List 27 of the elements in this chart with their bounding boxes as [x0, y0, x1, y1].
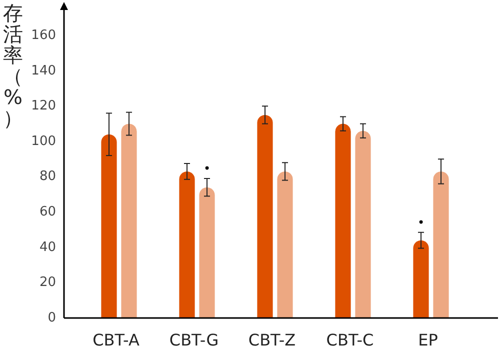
y-tick-label: 40 [39, 240, 56, 255]
bar [179, 171, 195, 318]
bar [101, 134, 117, 318]
y-tick-label: 160 [31, 28, 56, 43]
x-tick-label: EP [418, 330, 438, 349]
annotation: • [203, 162, 211, 176]
bar [335, 124, 351, 318]
y-tick-label: 20 [39, 275, 56, 290]
bar [199, 187, 215, 318]
y-axis-title: 存活率（%） [3, 1, 23, 130]
bar [277, 171, 293, 318]
y-tick-label: 140 [31, 63, 56, 78]
bar [257, 114, 273, 318]
y-tick-label: 100 [31, 134, 56, 149]
bar [413, 240, 429, 318]
bar [433, 171, 449, 318]
annotation: • [417, 215, 425, 230]
y-tick-label: 120 [31, 98, 56, 114]
bar [121, 124, 137, 318]
x-tick-label: CBT-C [326, 330, 374, 349]
x-tick-label: CBT-Z [248, 330, 296, 349]
x-tick-label: CBT-G [169, 330, 219, 349]
y-tick-label: 0 [48, 310, 56, 326]
x-tick-label: CBT-A [92, 330, 140, 349]
bar [355, 130, 371, 318]
y-tick-label: 60 [39, 204, 56, 220]
y-tick-label: 80 [39, 169, 56, 184]
